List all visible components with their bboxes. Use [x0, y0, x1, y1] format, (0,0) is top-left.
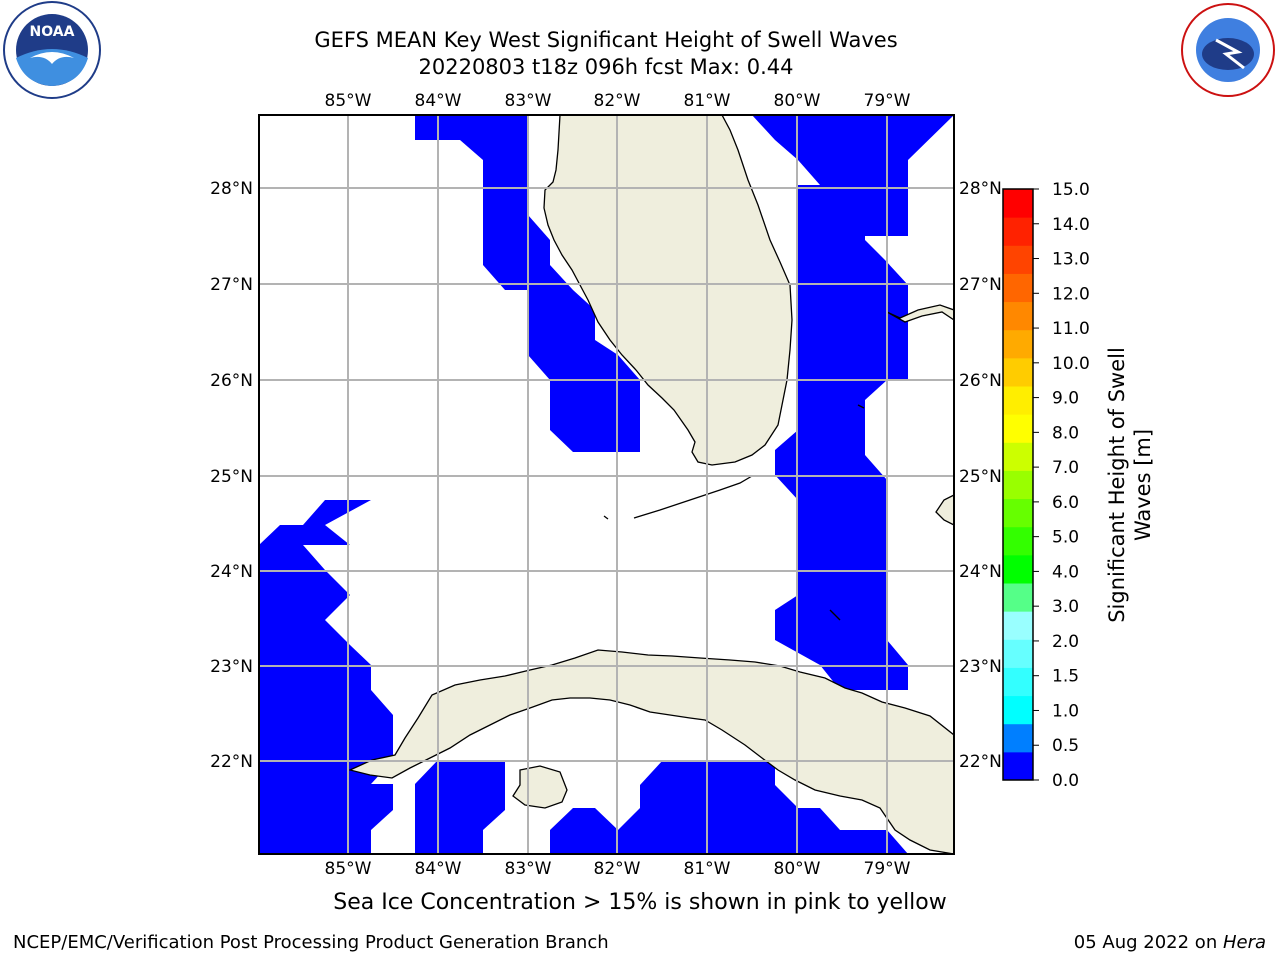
- colorbar-tick-label: 1.0: [1052, 701, 1079, 721]
- land: [348, 115, 954, 854]
- colorbar-tick-label: 14.0: [1052, 215, 1090, 235]
- lon-label: 84°W: [415, 91, 462, 111]
- lat-label: 27°N: [959, 275, 1002, 295]
- colorbar-swatch: [1003, 386, 1033, 415]
- colorbar-tick-label: 15.0: [1052, 180, 1090, 200]
- colorbar-swatch: [1003, 723, 1033, 753]
- colorbar-swatch: [1003, 357, 1033, 387]
- lat-label: 23°N: [210, 657, 253, 677]
- run-date-credit: 05 Aug 2022 on Hera: [1074, 932, 1266, 953]
- colorbar-label-line1: Significant Height of Swell: [1105, 347, 1129, 623]
- colorbar-tick-label: 4.0: [1052, 562, 1079, 582]
- lon-label: 84°W: [415, 859, 462, 879]
- lat-label: 27°N: [210, 275, 253, 295]
- run-date: 05 Aug 2022 on: [1073, 932, 1223, 953]
- lon-label: 85°W: [325, 91, 372, 111]
- colorbar-label-line2: Waves [m]: [1131, 429, 1155, 541]
- colorbar-swatch: [1003, 470, 1033, 500]
- colorbar-swatch: [1003, 329, 1033, 359]
- colorbar-swatch: [1003, 667, 1033, 697]
- noaa-logo-text: NOAA: [30, 24, 75, 40]
- lat-labels-right: 28°N 27°N 26°N 25°N 24°N 23°N 22°N: [959, 179, 1002, 772]
- lat-label: 22°N: [959, 752, 1002, 772]
- lon-label: 79°W: [864, 91, 911, 111]
- colorbar-tick-label: 9.0: [1052, 389, 1079, 409]
- colorbar-swatch: [1003, 751, 1033, 781]
- colorbar-swatch: [1003, 245, 1033, 274]
- colorbar-swatch: [1003, 189, 1033, 218]
- isla-juventud: [512, 765, 568, 809]
- colorbar-tick-label: 13.0: [1052, 250, 1090, 270]
- colorbar-tick-label: 5.0: [1052, 528, 1079, 548]
- lon-label: 83°W: [505, 91, 552, 111]
- colorbar-tick-label: 3.0: [1052, 597, 1079, 617]
- colorbar-tick-label: 0.0: [1052, 771, 1079, 791]
- lat-label: 23°N: [959, 657, 1002, 677]
- lon-label: 80°W: [774, 91, 821, 111]
- lon-label: 82°W: [594, 859, 641, 879]
- colorbar-tick-label: 0.5: [1052, 736, 1079, 756]
- map-title: GEFS MEAN Key West Significant Height of…: [314, 28, 898, 52]
- nws-logo: [1181, 3, 1275, 97]
- lat-label: 28°N: [210, 179, 253, 199]
- colorbar-swatch: [1003, 526, 1033, 556]
- lon-label: 83°W: [505, 859, 552, 879]
- florida-landmass: [543, 115, 793, 466]
- map-subtitle: 20220803 t18z 096h fcst Max: 0.44: [418, 55, 794, 79]
- lat-label: 25°N: [959, 467, 1002, 487]
- colorbar-tick-label: 1.5: [1052, 667, 1079, 687]
- noaa-logo: NOAA: [3, 1, 101, 99]
- colorbar-swatch: [1003, 498, 1033, 528]
- colorbar-swatch: [1003, 554, 1033, 584]
- sea-ice-note: Sea Ice Concentration > 15% is shown in …: [333, 890, 947, 915]
- colorbar-tick-label: 6.0: [1052, 493, 1079, 513]
- lat-label: 22°N: [210, 752, 253, 772]
- colorbar-swatch: [1003, 442, 1033, 471]
- lon-label: 81°W: [684, 859, 731, 879]
- lat-label: 24°N: [210, 562, 253, 582]
- colorbar-swatch: [1003, 414, 1033, 443]
- lat-labels-left: 28°N 27°N 26°N 25°N 24°N 23°N 22°N: [210, 179, 253, 772]
- lat-label: 24°N: [959, 562, 1002, 582]
- lon-labels-bottom: 85°W 84°W 83°W 82°W 81°W 80°W 79°W: [325, 859, 911, 879]
- colorbar-swatch: [1003, 611, 1033, 640]
- lat-label: 26°N: [959, 371, 1002, 391]
- colorbar-swatch: [1003, 217, 1033, 246]
- colorbar-swatch: [1003, 301, 1033, 331]
- lon-label: 81°W: [684, 91, 731, 111]
- producer-credit: NCEP/EMC/Verification Post Processing Pr…: [13, 932, 609, 953]
- lon-label: 82°W: [594, 91, 641, 111]
- colorbar-tick-label: 10.0: [1052, 354, 1090, 374]
- map-frame: [258, 114, 955, 855]
- colorbar-frame: [1002, 188, 1034, 781]
- host-name: Hera: [1222, 932, 1266, 953]
- colorbar-tick-labels: 15.0 14.0 13.0 12.0 11.0 10.0 9.0 8.0 7.0 6.0 5.0 4…: [1033, 180, 1090, 791]
- lat-label: 26°N: [210, 371, 253, 391]
- lat-label: 25°N: [210, 467, 253, 487]
- colorbar-tick-label: 2.0: [1052, 632, 1079, 652]
- colorbar-tick-label: 7.0: [1052, 458, 1079, 478]
- lon-label: 80°W: [774, 859, 821, 879]
- colorbar: [1003, 189, 1033, 781]
- colorbar-tick-label: 11.0: [1052, 319, 1090, 339]
- lat-label: 28°N: [959, 179, 1002, 199]
- colorbar-swatch: [1003, 639, 1033, 668]
- colorbar-tick-label: 8.0: [1052, 423, 1079, 443]
- lon-label: 85°W: [325, 859, 372, 879]
- lon-label: 79°W: [864, 859, 911, 879]
- colorbar-swatch: [1003, 695, 1033, 725]
- colorbar-swatch: [1003, 273, 1033, 303]
- lon-labels-top: 85°W 84°W 83°W 82°W 81°W 80°W 79°W: [325, 91, 911, 111]
- colorbar-swatch: [1003, 583, 1033, 612]
- colorbar-tick-label: 12.0: [1052, 284, 1090, 304]
- graticule: [259, 115, 954, 854]
